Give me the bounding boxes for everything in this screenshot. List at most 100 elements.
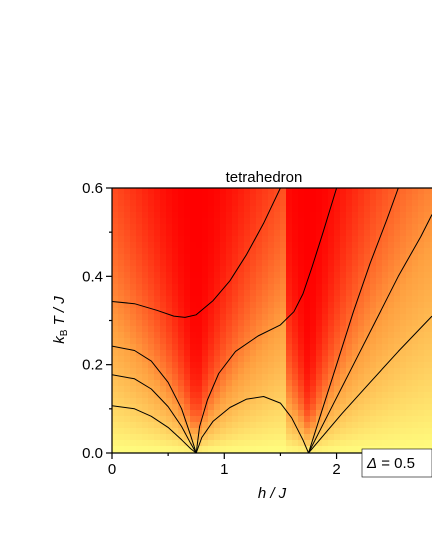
heat-cell (406, 260, 413, 267)
heat-cell (226, 326, 233, 333)
heat-cell (322, 188, 329, 195)
heat-cell (430, 284, 432, 291)
heat-cell (274, 398, 281, 405)
heat-cell (370, 212, 377, 219)
contour-lines (112, 188, 432, 453)
heat-cell (112, 290, 119, 297)
heat-cell (244, 254, 251, 261)
heat-cell (334, 428, 341, 435)
heat-cell (250, 230, 257, 237)
heat-cell (160, 416, 167, 423)
heat-cell (364, 434, 371, 441)
heat-cell (256, 296, 263, 303)
heat-cell (394, 386, 401, 393)
heat-cell (328, 194, 335, 201)
heat-cell (154, 380, 161, 387)
heat-cell (118, 440, 125, 447)
heat-cell (382, 434, 389, 441)
heat-cell (394, 392, 401, 399)
heat-cell (292, 410, 299, 417)
heat-cell (304, 380, 311, 387)
annotation-symbol: Δ (366, 455, 377, 472)
heat-cell (142, 398, 149, 405)
heat-cell (196, 224, 203, 231)
heat-cell (142, 272, 149, 279)
heat-cell (124, 260, 131, 267)
heat-cell (250, 260, 257, 267)
heat-cell (364, 248, 371, 255)
heat-cell (358, 332, 365, 339)
heat-cell (388, 362, 395, 369)
heat-cell (208, 230, 215, 237)
heat-cell (208, 362, 215, 369)
heat-cell (244, 308, 251, 315)
heat-cell (208, 200, 215, 207)
heat-cell (412, 356, 419, 363)
heat-cell (124, 206, 131, 213)
heat-cell (334, 374, 341, 381)
heat-cell (292, 314, 299, 321)
heat-cell (286, 326, 293, 333)
heat-cell (292, 320, 299, 327)
heat-cell (214, 422, 221, 429)
heat-cell (370, 242, 377, 249)
heat-cell (124, 308, 131, 315)
heat-cell (172, 308, 179, 315)
heat-cell (208, 326, 215, 333)
heat-cell (388, 200, 395, 207)
heat-cell (340, 386, 347, 393)
heat-cell (370, 260, 377, 267)
heat-cell (202, 350, 209, 357)
heat-cell (190, 416, 197, 423)
heat-cell (274, 254, 281, 261)
heat-cell (346, 248, 353, 255)
heat-cell (400, 410, 407, 417)
heat-cell (388, 332, 395, 339)
heat-cell (394, 320, 401, 327)
heat-cell (328, 434, 335, 441)
heat-cell (184, 410, 191, 417)
heat-cell (226, 338, 233, 345)
heat-cell (334, 212, 341, 219)
heat-cell (304, 422, 311, 429)
heat-cell (178, 356, 185, 363)
heat-cell (376, 350, 383, 357)
heat-cell (274, 332, 281, 339)
heat-cell (322, 254, 329, 261)
heat-cell (238, 332, 245, 339)
heat-cell (358, 218, 365, 225)
heat-cell (220, 416, 227, 423)
heat-cell (406, 314, 413, 321)
heat-cell (418, 290, 425, 297)
heat-cell (394, 224, 401, 231)
heat-cell (148, 212, 155, 219)
heat-cell (412, 404, 419, 411)
heat-cell (388, 194, 395, 201)
heat-cell (280, 350, 287, 357)
heat-cell (112, 332, 119, 339)
heat-cell (370, 218, 377, 225)
heat-cell (334, 206, 341, 213)
heat-cell (406, 422, 413, 429)
heat-cell (418, 404, 425, 411)
heat-cell (364, 386, 371, 393)
heat-cell (166, 326, 173, 333)
heat-cell (418, 392, 425, 399)
heat-cell (220, 380, 227, 387)
heat-cell (220, 218, 227, 225)
heat-cell (256, 320, 263, 327)
heat-cell (376, 278, 383, 285)
heat-cell (388, 224, 395, 231)
heat-cell (256, 302, 263, 309)
heat-cell (406, 206, 413, 213)
heat-cell (412, 266, 419, 273)
heat-cell (214, 368, 221, 375)
heat-cell (304, 314, 311, 321)
heat-cell (292, 356, 299, 363)
heat-cell (334, 386, 341, 393)
heat-cell (334, 284, 341, 291)
heat-cell (430, 410, 432, 417)
heat-cell (298, 242, 305, 249)
heat-cell (310, 416, 317, 423)
heat-cell (118, 320, 125, 327)
